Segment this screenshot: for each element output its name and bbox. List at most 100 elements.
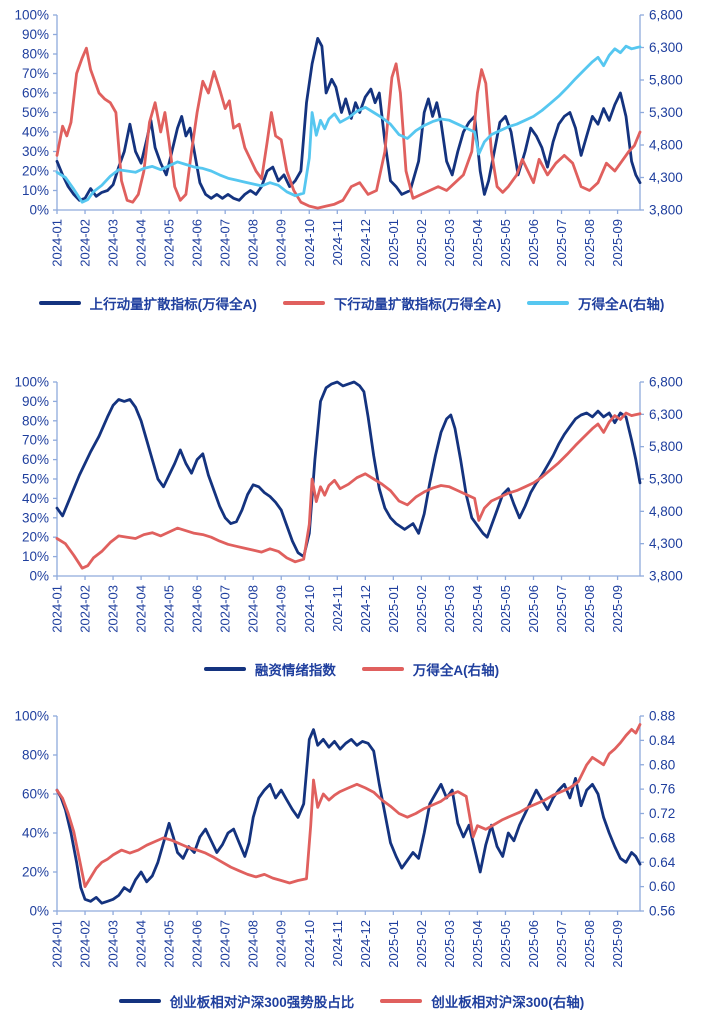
x-axis-label: 2025-05 — [498, 219, 513, 267]
x-axis-label: 2024-04 — [134, 920, 149, 968]
x-axis-label: 2024-06 — [190, 920, 205, 968]
legend-item-financing-sentiment: 融资情绪指数 — [203, 659, 336, 679]
right-axis-label: 0.56 — [649, 904, 675, 919]
x-axis-label: 2025-08 — [582, 585, 597, 633]
right-axis-label: 6,800 — [649, 8, 683, 23]
x-axis-label: 2024-06 — [190, 585, 205, 633]
legend-item-chinext-strong-share: 创业板相对沪深300强势股占比 — [118, 991, 354, 1011]
legend-label: 万得全A(右轴) — [412, 663, 500, 678]
axis-frame — [56, 382, 641, 577]
x-axis-label: 2025-01 — [386, 585, 401, 633]
x-axis-label: 2025-03 — [442, 585, 457, 633]
left-axis-label: 50% — [22, 472, 49, 487]
right-axis-label: 0.72 — [649, 806, 675, 821]
left-axis-label: 90% — [22, 394, 49, 409]
x-axis-label: 2025-04 — [470, 585, 485, 633]
left-axis-label: 40% — [22, 491, 49, 506]
x-axis-label: 2025-06 — [526, 920, 541, 968]
chart-chinext-strength: 100% 80% 60% 40% 20% 0% 0.88 0.84 0.80 0.76 0.72 0.… — [14, 709, 675, 968]
x-axis-label: 2025-01 — [386, 219, 401, 267]
left-axis-label: 50% — [22, 105, 49, 120]
x-axis-label: 2024-07 — [218, 920, 233, 968]
chart-financing-sentiment: 100% 90% 80% 70% 60% 50% 40% 30% 20% 10% 0% 6,800 6,… — [14, 375, 682, 633]
right-axis-label: 0.68 — [649, 830, 675, 845]
series-line-2-0 — [55, 728, 642, 905]
legend-line-swatch — [38, 301, 81, 305]
left-axis-label: 60% — [22, 452, 49, 467]
series-line-2-1 — [55, 723, 642, 888]
right-axis-label: 5,800 — [649, 73, 683, 88]
x-axis-label: 2024-01 — [50, 219, 65, 267]
left-axis-label: 80% — [22, 413, 49, 428]
x-axis-label: 2024-05 — [162, 585, 177, 633]
left-axis-label: 10% — [22, 183, 49, 198]
right-axis-label: 4,800 — [649, 504, 683, 519]
x-axis-label: 2025-05 — [498, 920, 513, 968]
chart-financing-legend: 融资情绪指数 万得全A(右轴) — [0, 660, 703, 678]
right-axis-label: 3,800 — [649, 203, 683, 218]
x-axis-label: 2025-09 — [610, 920, 625, 968]
left-axis-label: 30% — [22, 144, 49, 159]
x-axis-label: 2025-07 — [554, 219, 569, 267]
legend-item-wind-all-a: 万得全A(右轴) — [527, 293, 664, 313]
x-axis-label: 2025-05 — [498, 585, 513, 633]
right-axis-label: 0.64 — [649, 855, 676, 870]
right-axis-label: 6,300 — [649, 40, 683, 55]
left-axis-label: 70% — [22, 433, 49, 448]
legend-item-up-momentum: 上行动量扩散指标(万得全A) — [38, 293, 257, 313]
x-axis-label: 2024-10 — [302, 585, 317, 633]
left-axis-label: 90% — [22, 27, 49, 42]
x-axis-label: 2025-03 — [442, 920, 457, 968]
left-axis-label: 40% — [22, 125, 49, 140]
legend-item-down-momentum: 下行动量扩散指标(万得全A) — [282, 293, 502, 313]
right-axis-label: 0.88 — [649, 709, 675, 724]
x-axis-label: 2024-07 — [218, 585, 233, 633]
left-axis-label: 0% — [29, 904, 49, 919]
left-axis-label: 80% — [22, 748, 49, 763]
x-axis-label: 2024-03 — [106, 920, 121, 968]
legend-item-wind-all-a: 万得全A(右轴) — [361, 659, 500, 679]
x-axis-label: 2025-02 — [414, 219, 429, 267]
x-axis-label: 2024-10 — [302, 920, 317, 968]
chart-momentum-diffusion: 100% 90% 80% 70% 60% 50% 40% 30% 20% 10% 0% 6,800 6,… — [14, 8, 682, 267]
right-axis-label: 4,300 — [649, 536, 683, 551]
left-axis-label: 40% — [22, 826, 49, 841]
x-axis-label: 2024-04 — [134, 219, 149, 267]
legend-item-chinext-ratio: 创业板相对沪深300(右轴) — [380, 991, 584, 1011]
right-axis-label: 6,800 — [649, 375, 683, 390]
legend-label: 融资情绪指数 — [254, 663, 336, 678]
left-axis-label: 70% — [22, 66, 49, 81]
legend-line-swatch — [282, 301, 325, 305]
x-axis-label: 2024-09 — [274, 219, 289, 267]
x-axis-label: 2024-02 — [78, 219, 93, 267]
x-axis-label: 2024-01 — [50, 585, 65, 633]
series-line-0-1 — [55, 46, 642, 210]
left-axis-label: 0% — [29, 203, 49, 218]
x-axis-label: 2024-12 — [358, 585, 373, 633]
x-axis-label: 2024-02 — [78, 920, 93, 968]
x-axis-label: 2025-04 — [470, 920, 485, 968]
left-axis-label: 60% — [22, 787, 49, 802]
x-axis-label: 2024-10 — [302, 219, 317, 267]
legend-line-swatch — [118, 999, 161, 1003]
x-axis-label: 2024-03 — [106, 219, 121, 267]
x-axis-label: 2024-12 — [358, 920, 373, 968]
left-axis-label: 10% — [22, 549, 49, 564]
right-axis-label: 0.60 — [649, 879, 675, 894]
right-axis-label: 4,800 — [649, 138, 683, 153]
x-axis-label: 2024-05 — [162, 219, 177, 267]
left-axis-label: 20% — [22, 865, 49, 880]
legend-label: 下行动量扩散指标(万得全A) — [333, 297, 502, 312]
x-axis-label: 2025-08 — [582, 219, 597, 267]
left-axis-label: 80% — [22, 47, 49, 62]
x-axis-label: 2025-06 — [526, 585, 541, 633]
series-line-0-0 — [55, 37, 642, 202]
right-axis-label: 3,800 — [649, 569, 683, 584]
legend-line-swatch — [203, 667, 246, 671]
right-axis-label: 5,800 — [649, 439, 683, 454]
x-axis-label: 2024-04 — [134, 585, 149, 633]
right-axis-label: 0.76 — [649, 782, 675, 797]
x-axis-label: 2025-02 — [414, 920, 429, 968]
legend-line-swatch — [361, 667, 404, 671]
